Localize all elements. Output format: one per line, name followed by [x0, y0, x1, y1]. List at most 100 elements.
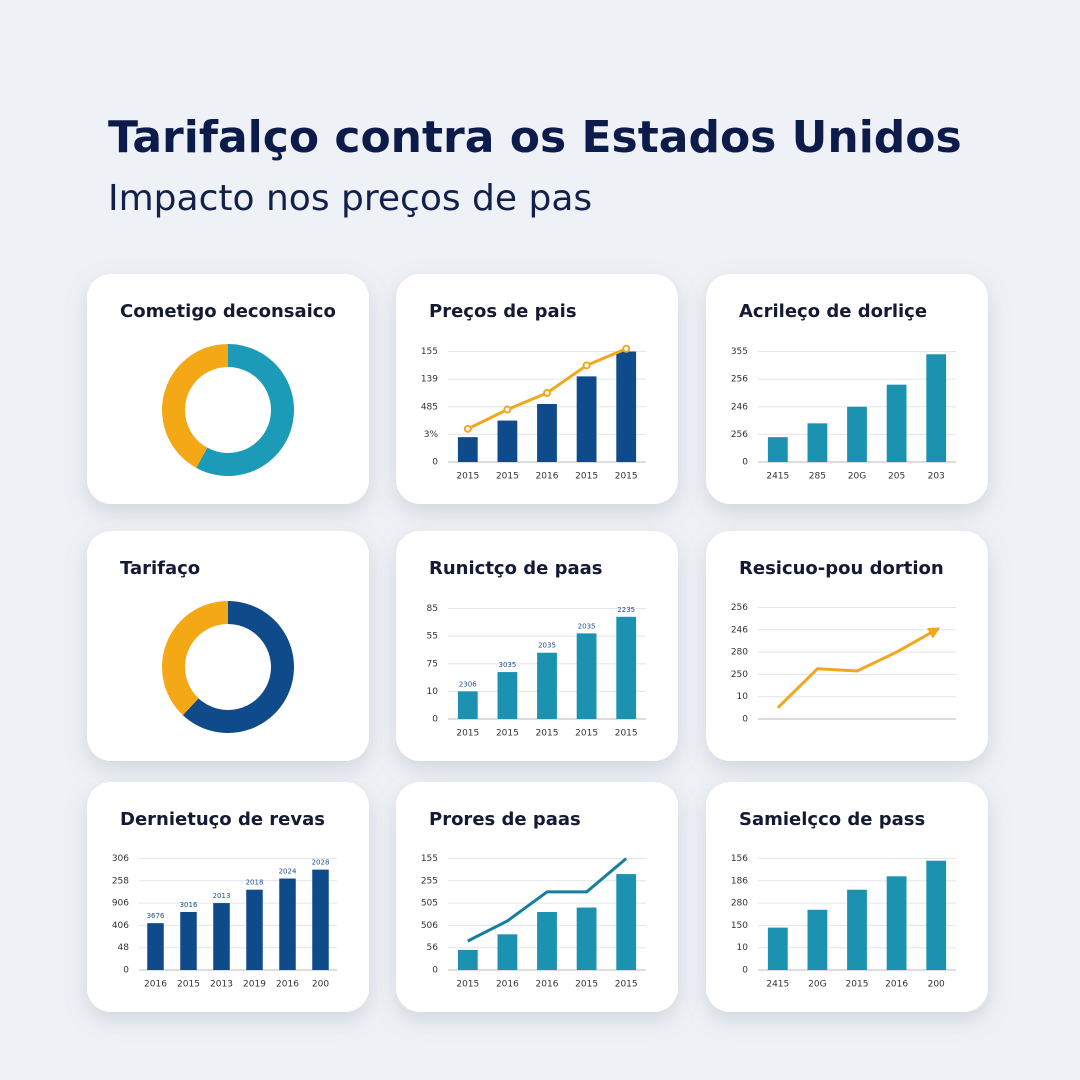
card [87, 274, 369, 504]
chart-title: Tarifaço [120, 558, 200, 579]
donut-slice [162, 601, 228, 716]
line-marker [463, 424, 472, 433]
line [776, 627, 941, 709]
y-tick-label: 250 [731, 670, 748, 680]
value-label: 3016 [180, 901, 198, 909]
y-tick-label: 246 [731, 625, 748, 635]
x-tick-label: 2015 [536, 729, 559, 739]
bar [616, 874, 637, 970]
bar [497, 420, 518, 462]
x-tick-label: 2015 [846, 980, 869, 990]
x-tick-label: 2015 [177, 980, 200, 990]
y-tick-label: 150 [731, 921, 748, 931]
y-tick-label: 155 [421, 854, 438, 864]
y-tick-label: 75 [427, 659, 438, 669]
bar [576, 633, 597, 719]
y-tick-label: 258 [112, 876, 129, 886]
y-tick-label: 3% [424, 430, 439, 440]
bar [616, 351, 637, 462]
x-tick-label: 2016 [144, 980, 167, 990]
x-tick-label: 2016 [496, 980, 519, 990]
y-tick-label: 280 [731, 899, 748, 909]
x-tick-label: 2015 [615, 980, 638, 990]
x-tick-label: 200 [928, 980, 945, 990]
y-tick-label: 0 [123, 966, 129, 976]
x-tick-label: 2015 [615, 729, 638, 739]
value-label: 3676 [147, 912, 165, 920]
card [706, 531, 988, 761]
y-tick-label: 139 [421, 375, 438, 385]
y-tick-label: 506 [421, 921, 438, 931]
page-title: Tarifalço contra os Estados Unidos [108, 112, 962, 163]
y-tick-label: 156 [731, 854, 748, 864]
donut-slice [196, 344, 295, 477]
y-tick-label: 0 [742, 715, 748, 725]
x-tick-label: 203 [928, 472, 945, 482]
y-tick-label: 0 [432, 715, 438, 725]
y-tick-label: 505 [421, 899, 438, 909]
x-tick-label: 2415 [766, 472, 789, 482]
chart-title: Preços de pais [429, 301, 577, 322]
y-tick-label: 406 [112, 921, 129, 931]
bar [457, 437, 478, 462]
y-tick-label: 10 [737, 692, 749, 702]
y-tick-label: 355 [731, 347, 748, 357]
y-tick-label: 0 [742, 966, 748, 976]
x-tick-label: 285 [809, 472, 826, 482]
line-marker [543, 388, 551, 397]
bar [457, 691, 478, 719]
bar [246, 889, 263, 970]
x-tick-label: 2016 [536, 472, 559, 482]
y-tick-label: 906 [112, 899, 129, 909]
x-tick-label: 2015 [456, 980, 479, 990]
y-tick-label: 10 [737, 943, 749, 953]
value-label: 2018 [246, 879, 264, 887]
chart-title: Dernietuço de revas [120, 809, 325, 830]
y-tick-label: 280 [731, 648, 748, 658]
bar [886, 876, 907, 970]
line-marker [503, 405, 512, 414]
value-label: 2306 [459, 680, 477, 688]
bar [213, 903, 230, 970]
bar [886, 384, 907, 462]
y-tick-label: 485 [421, 402, 438, 412]
x-tick-label: 2415 [766, 980, 789, 990]
value-label: 2024 [279, 868, 297, 876]
x-tick-label: 2019 [243, 980, 266, 990]
bar [576, 376, 597, 462]
bar [767, 927, 788, 970]
chart-title: Runictço de paas [429, 558, 603, 579]
y-tick-label: 256 [731, 603, 748, 613]
bar [807, 423, 828, 462]
y-tick-label: 0 [742, 458, 748, 468]
bar [807, 909, 828, 970]
chart-title: Prores de paas [429, 809, 581, 830]
x-tick-label: 2015 [575, 980, 598, 990]
y-tick-label: 56 [427, 943, 439, 953]
bar [616, 616, 637, 719]
y-tick-label: 155 [421, 347, 438, 357]
bar [312, 869, 329, 970]
x-tick-label: 2015 [496, 472, 519, 482]
x-tick-label: 20G [808, 980, 826, 990]
bar [497, 934, 518, 970]
value-label: 2013 [213, 892, 231, 900]
bar [847, 889, 867, 970]
bar [576, 907, 597, 970]
bar [926, 860, 947, 970]
bar [457, 949, 478, 970]
bar [537, 912, 557, 970]
y-tick-label: 256 [731, 430, 748, 440]
y-tick-label: 255 [421, 876, 438, 886]
x-tick-label: 2015 [456, 729, 479, 739]
donut-slice [182, 601, 294, 733]
x-tick-label: 2015 [575, 472, 598, 482]
page-subtitle: Impacto nos preços de pas [108, 178, 592, 219]
x-tick-label: 2015 [575, 729, 598, 739]
chart-title: Acrileço de dorliçe [739, 301, 927, 322]
bar [497, 672, 518, 719]
x-tick-label: 2015 [615, 472, 638, 482]
y-tick-label: 186 [731, 876, 748, 886]
x-tick-label: 2016 [885, 980, 908, 990]
